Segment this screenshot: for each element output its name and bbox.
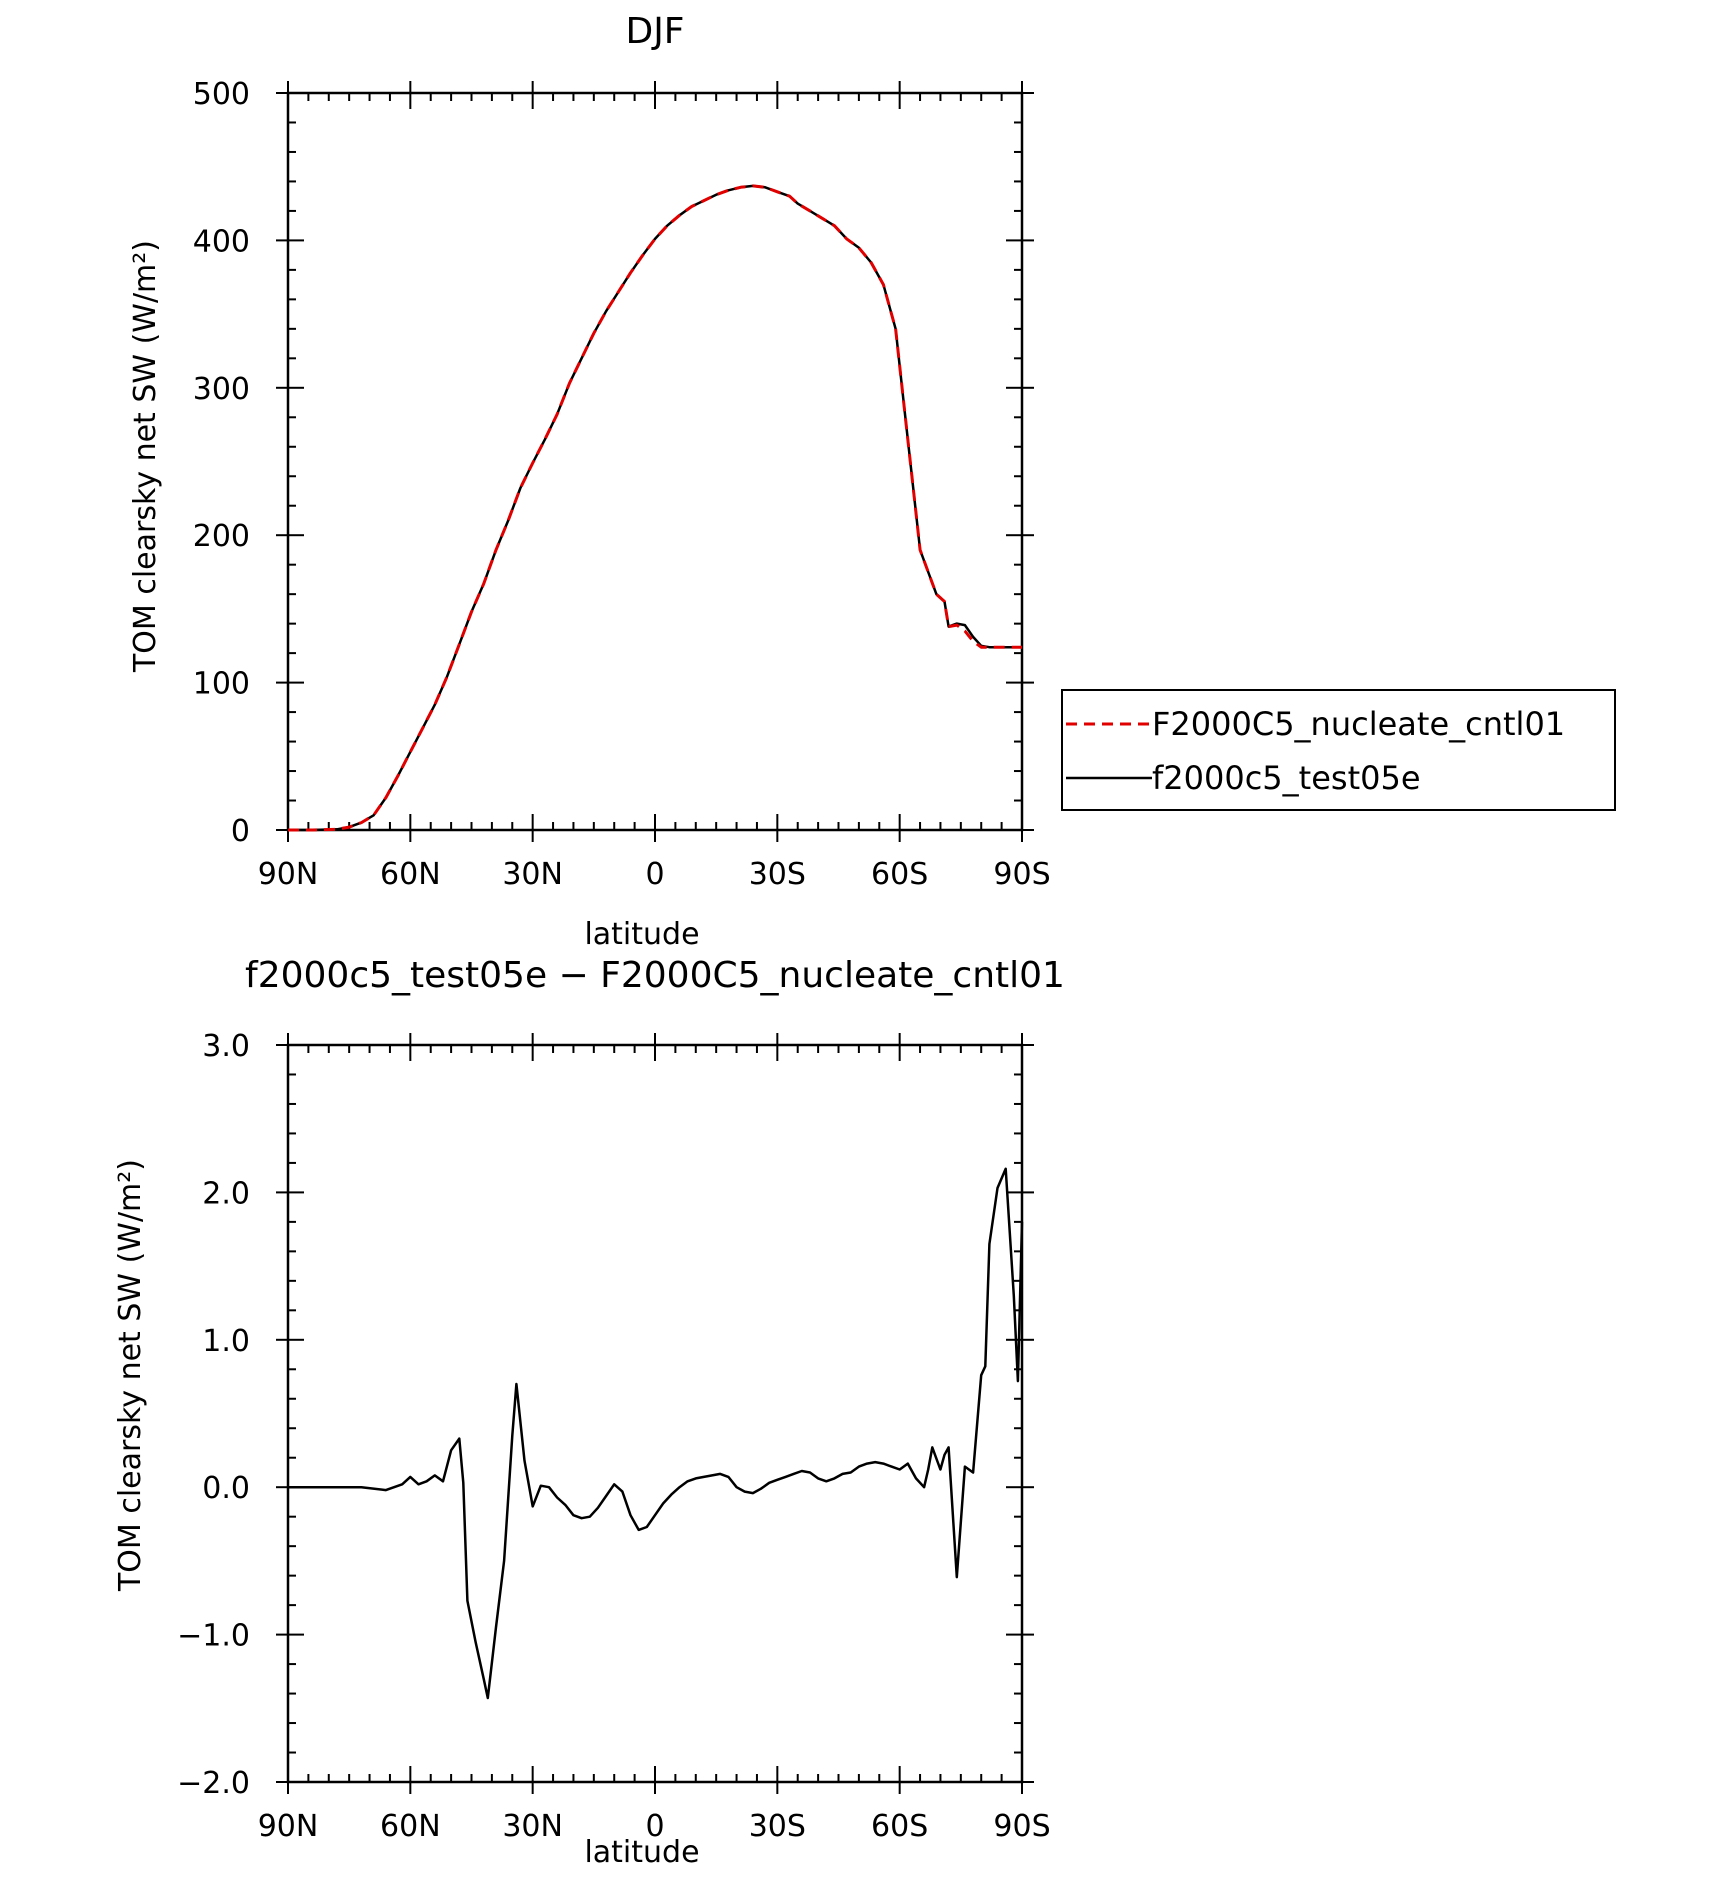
bottom-x-tick-label: 60S — [871, 1809, 928, 1844]
top-x-axis-title: latitude — [584, 917, 699, 952]
bottom-y-tick-label: 2.0 — [202, 1176, 250, 1211]
top-plot-marks: 90N 60N 30N 0 30S 60S 90S 0 100 200 300 400 500 — [193, 77, 1051, 892]
top-x-tick-label: 30S — [749, 857, 806, 892]
bottom-x-tick-label: 0 — [645, 1809, 664, 1844]
top-series-line-0 — [288, 184, 1022, 832]
bottom-y-tick-label: −1.0 — [177, 1619, 250, 1654]
bottom-x-tick-label: 60N — [380, 1809, 441, 1844]
bottom-axis-ticks — [276, 1033, 1034, 1794]
top-x-tick-label: 30N — [502, 857, 563, 892]
top-axis-ticks — [276, 81, 1034, 842]
top-x-tick-label: 0 — [645, 857, 664, 892]
bottom-plot-frame — [286, 1043, 1024, 1784]
bottom-y-axis-title: TOM clearsky net SW (W/m²) — [113, 1159, 148, 1592]
top-panel: DJF 90N 60N 30N 0 30S 60S 90S0100200300400500 … — [128, 11, 1051, 952]
top-y-tick-label: 400 — [193, 224, 250, 259]
bottom-x-axis-title: latitude — [584, 1835, 699, 1870]
legend: F2000C5_nucleate_cntl01 f2000c5_test05e — [1061, 689, 1616, 811]
bottom-y-tick-label: −2.0 — [177, 1766, 250, 1801]
top-plot-frame — [286, 91, 1024, 832]
top-y-tick-label: 500 — [193, 77, 250, 112]
top-y-tick-label: 300 — [193, 372, 250, 407]
top-x-tick-label: 90N — [258, 857, 319, 892]
top-x-tick-label: 60N — [380, 857, 441, 892]
top-y-tick-label: 100 — [193, 667, 250, 702]
top-x-tick-label: 90S — [993, 857, 1050, 892]
bottom-y-tick-label: 1.0 — [202, 1324, 250, 1359]
bottom-x-tick-label: 30N — [502, 1809, 563, 1844]
legend-label-cntl: F2000C5_nucleate_cntl01 — [1152, 705, 1565, 743]
bottom-series-line-0 — [288, 1167, 1024, 1700]
bottom-x-tick-label: 90N — [258, 1809, 319, 1844]
top-series-line-1 — [288, 184, 1022, 832]
bottom-panel: f2000c5_test05e − F2000C5_nucleate_cntl0… — [113, 955, 1065, 1870]
top-y-axis-title: TOM clearsky net SW (W/m²) — [128, 240, 163, 673]
top-x-tick-label: 60S — [871, 857, 928, 892]
bottom-plot-marks: 90N 60N 30N 0 30S 60S 90S −2.0 −1.0 0.0 1.0 2.0 3.0 — [177, 1029, 1050, 1844]
bottom-y-tick-label: 3.0 — [202, 1029, 250, 1064]
top-plot-title: DJF — [625, 11, 684, 52]
legend-label-test: f2000c5_test05e — [1152, 759, 1421, 797]
bottom-plot-title: f2000c5_test05e − F2000C5_nucleate_cntl0… — [245, 955, 1065, 996]
top-y-tick-label: 0 — [231, 814, 250, 849]
bottom-x-tick-label: 30S — [749, 1809, 806, 1844]
bottom-y-tick-label: 0.0 — [202, 1471, 250, 1506]
top-y-tick-label: 200 — [193, 519, 250, 554]
bottom-x-tick-label: 90S — [993, 1809, 1050, 1844]
legend-box — [1061, 689, 1616, 811]
